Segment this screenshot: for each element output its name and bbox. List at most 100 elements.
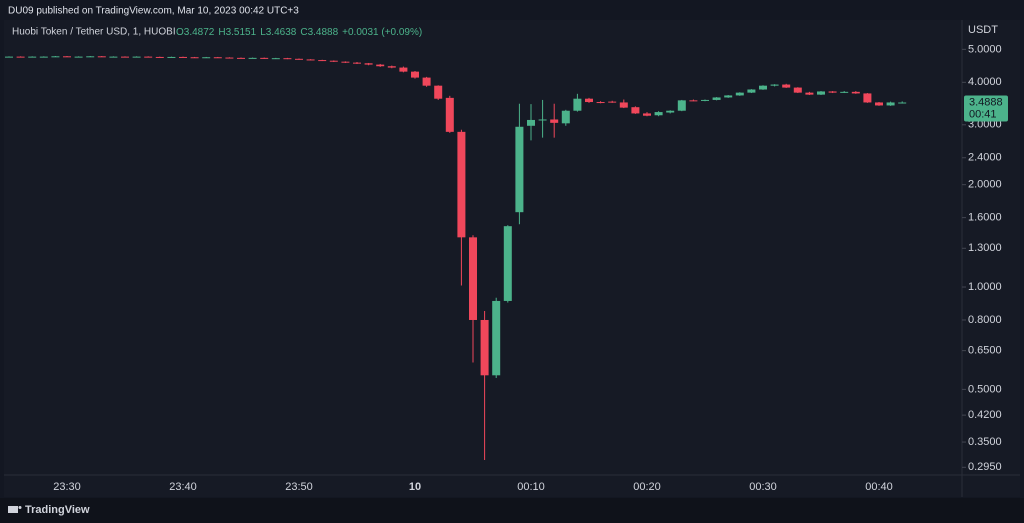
candle-body (643, 113, 651, 116)
candle-body (179, 56, 187, 58)
countdown-label: 00:41 (969, 108, 997, 120)
x-tick-label: 00:40 (865, 481, 893, 493)
candle-body (28, 56, 37, 58)
y-axis-label: USDT (968, 24, 998, 36)
candle-body (561, 110, 570, 124)
candle-body (840, 91, 849, 93)
footer-brand: TradingView (25, 504, 90, 516)
y-tick-label: 1.0000 (968, 281, 1002, 293)
x-tick-label: 23:50 (285, 481, 313, 493)
candle-body (631, 107, 640, 114)
y-tick-label: 3.0000 (968, 119, 1002, 131)
legend-close: C3.4888 (300, 27, 338, 38)
candle-body (16, 56, 25, 58)
candle-body (712, 97, 721, 100)
legend-high: H3.5151 (218, 27, 256, 38)
y-tick-label: 0.6500 (968, 345, 1002, 357)
candle-body (121, 56, 129, 58)
candle-body (689, 100, 698, 102)
candle-body (793, 87, 802, 93)
candle-body (225, 57, 234, 59)
candle-body (202, 57, 211, 59)
candle-body (306, 59, 315, 61)
candle-body (51, 56, 60, 58)
candle-body (851, 91, 860, 94)
y-tick-label: 1.6000 (968, 212, 1002, 224)
candle-body (782, 84, 791, 88)
candle-body (898, 102, 907, 104)
y-tick-label: 0.5000 (968, 383, 1002, 395)
logo (8, 506, 22, 513)
candle-body (886, 102, 895, 106)
x-tick-label: 00:20 (633, 481, 661, 493)
candle-body (399, 67, 408, 72)
candle-body (666, 110, 675, 113)
candle-body (735, 92, 744, 96)
candle-body (515, 126, 524, 213)
candle-body (74, 56, 83, 58)
legend-symbol: Huobi Token / Tether USD, 1, HUOBI (12, 27, 176, 38)
y-tick-label: 4.0000 (968, 76, 1002, 88)
candle-body (411, 71, 419, 78)
candle-body (608, 101, 617, 103)
candle-body (457, 131, 466, 238)
candle-body (469, 237, 477, 320)
candle-body (770, 84, 779, 86)
candle-body (144, 56, 153, 58)
candle-body (271, 58, 280, 60)
x-tick-label: 00:30 (749, 481, 777, 493)
candle-body (805, 92, 814, 95)
last-price-tag (964, 95, 1008, 122)
x-tick-label: 23:40 (169, 481, 197, 493)
candle-body (260, 57, 269, 59)
candle-body (341, 61, 350, 63)
legend-open: O3.4872 (176, 27, 215, 38)
x-tick-label: 23:30 (53, 481, 81, 493)
candle-body (237, 57, 245, 59)
x-tick-label: 10 (409, 481, 421, 493)
candle-body (828, 91, 837, 93)
y-tick-label: 5.0000 (968, 43, 1002, 55)
candle-body (480, 319, 489, 376)
candle-body (5, 56, 13, 58)
footer-bar (0, 498, 1024, 523)
candle-body (445, 97, 454, 132)
candle-body (747, 89, 756, 93)
candle-body (492, 300, 501, 376)
candle-body (109, 56, 118, 58)
x-tick-label: 00:10 (517, 481, 545, 493)
legend-values: O3.4872 H3.5151 L3.4638 C3.4888 +0.0031 (+0.… (176, 27, 422, 38)
candle-body (573, 98, 582, 111)
legend-change: +0.0031 (+0.09%) (342, 27, 422, 38)
candle-body (585, 98, 593, 103)
candle-body (817, 91, 825, 95)
y-tick-label: 2.0000 (968, 179, 1002, 191)
candle-body (213, 57, 222, 59)
candle-body (318, 60, 327, 62)
candle-body (550, 119, 559, 123)
y-tick-label: 0.3500 (968, 436, 1002, 448)
y-tick-label: 0.2950 (968, 461, 1002, 473)
candle-body (759, 85, 767, 90)
candle-body (619, 102, 628, 108)
candle-body (701, 99, 709, 101)
candle-body (434, 85, 443, 99)
candle-body (353, 62, 361, 64)
candle-body (654, 112, 663, 116)
candle-body (863, 93, 872, 103)
plot-background (4, 20, 1020, 497)
candle-body (86, 56, 95, 58)
candle-body (387, 66, 396, 68)
candle-body (295, 58, 303, 60)
candle-body (132, 56, 141, 58)
y-tick-label: 0.4200 (968, 409, 1002, 421)
candle-body (875, 102, 883, 106)
candle-body (538, 119, 547, 121)
candle-body (63, 56, 71, 58)
candle-body (97, 56, 106, 58)
candle-body (677, 100, 686, 111)
candle-body (422, 77, 431, 86)
candle-body (724, 95, 733, 98)
